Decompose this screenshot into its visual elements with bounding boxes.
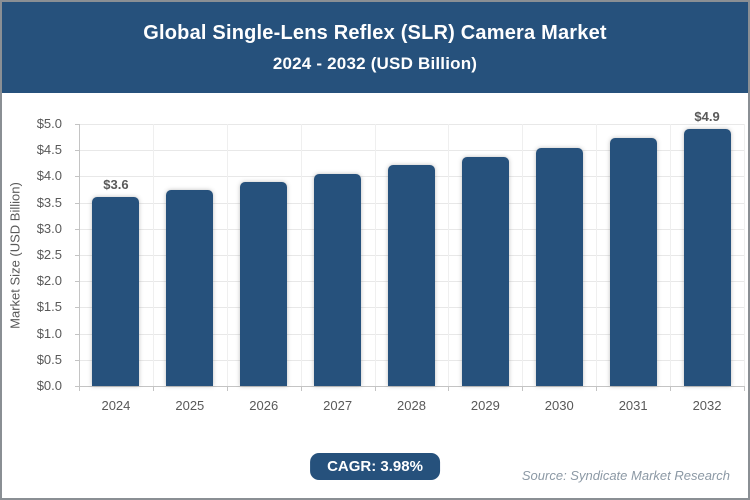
chart-title-banner: Global Single-Lens Reflex (SLR) Camera M… bbox=[2, 2, 748, 93]
bar-2027 bbox=[314, 173, 362, 386]
x-tick-label-2026: 2026 bbox=[249, 398, 279, 413]
y-tick-mark bbox=[75, 202, 79, 204]
bar-2024 bbox=[92, 197, 140, 386]
y-tick-label: $4.5 bbox=[36, 142, 62, 158]
y-tick-mark bbox=[75, 386, 79, 387]
bar-2031 bbox=[609, 138, 657, 386]
x-tick-mark bbox=[448, 386, 450, 391]
y-tick-label: $1.0 bbox=[36, 325, 62, 341]
bar-2026 bbox=[240, 182, 288, 386]
y-tick-label: $4.0 bbox=[36, 168, 62, 184]
chart-title-line1: Global Single-Lens Reflex (SLR) Camera M… bbox=[143, 21, 607, 44]
x-tick-mark bbox=[522, 386, 524, 391]
x-tick-mark bbox=[374, 386, 376, 391]
y-tick-label: $2.0 bbox=[36, 273, 62, 289]
bar-2025 bbox=[166, 190, 214, 386]
v-gridline bbox=[596, 124, 598, 386]
chart-title-line2: 2024 - 2032 (USD Billion) bbox=[272, 53, 478, 73]
y-tick-label: $1.5 bbox=[36, 299, 62, 315]
plot-area bbox=[79, 124, 745, 391]
bar-2028 bbox=[388, 165, 435, 386]
x-axis-line bbox=[79, 386, 744, 387]
source-attribution: Source: Syndicate Market Research bbox=[521, 468, 730, 483]
v-gridline bbox=[300, 124, 302, 386]
x-tick-label-2031: 2031 bbox=[618, 398, 648, 413]
y-tick-label: $3.0 bbox=[36, 220, 62, 236]
y-tick-label: $0.0 bbox=[36, 378, 62, 393]
y-tick-label: $5.0 bbox=[36, 116, 62, 131]
y-axis-line bbox=[79, 124, 80, 391]
y-tick-mark bbox=[75, 124, 79, 125]
x-tick-label-2027: 2027 bbox=[323, 398, 353, 413]
x-tick-mark bbox=[226, 386, 228, 391]
x-tick-mark bbox=[670, 386, 672, 391]
y-tick-mark bbox=[75, 307, 79, 309]
bar-2032 bbox=[683, 129, 731, 386]
x-tick-label-2028: 2028 bbox=[397, 398, 426, 413]
y-tick-mark bbox=[75, 176, 79, 178]
cagr-badge: CAGR: 3.98% bbox=[310, 453, 440, 480]
y-tick-label: $3.5 bbox=[36, 194, 62, 210]
v-gridline bbox=[744, 124, 745, 386]
y-tick-label: $0.5 bbox=[36, 351, 62, 367]
x-tick-mark bbox=[152, 386, 154, 391]
v-gridline bbox=[226, 124, 228, 386]
x-tick-label-2032: 2032 bbox=[692, 398, 722, 413]
x-tick-label-2029: 2029 bbox=[470, 398, 500, 413]
v-gridline bbox=[374, 124, 376, 386]
y-tick-label: $2.5 bbox=[36, 247, 62, 262]
bar-2029 bbox=[461, 156, 509, 386]
x-tick-mark bbox=[744, 386, 745, 391]
y-tick-mark bbox=[75, 255, 79, 256]
bar-2030 bbox=[535, 147, 583, 386]
v-gridline bbox=[152, 124, 154, 386]
y-tick-mark bbox=[75, 228, 79, 230]
v-gridline bbox=[448, 124, 450, 386]
v-gridline bbox=[522, 124, 524, 386]
y-tick-mark bbox=[75, 359, 79, 361]
x-tick-label-2024: 2024 bbox=[101, 398, 131, 413]
x-tick-mark bbox=[300, 386, 302, 391]
x-tick-mark bbox=[596, 386, 598, 391]
x-tick-label-2030: 2030 bbox=[544, 398, 574, 413]
v-gridline bbox=[670, 124, 672, 386]
y-tick-mark bbox=[75, 333, 79, 335]
h-gridline bbox=[79, 150, 744, 152]
y-tick-mark bbox=[75, 150, 79, 152]
bar-value-label: $3.6 bbox=[103, 177, 129, 193]
y-tick-mark bbox=[75, 281, 79, 283]
bar-value-label: $4.9 bbox=[694, 109, 720, 125]
h-gridline bbox=[79, 124, 744, 125]
x-tick-label-2025: 2025 bbox=[175, 398, 205, 413]
